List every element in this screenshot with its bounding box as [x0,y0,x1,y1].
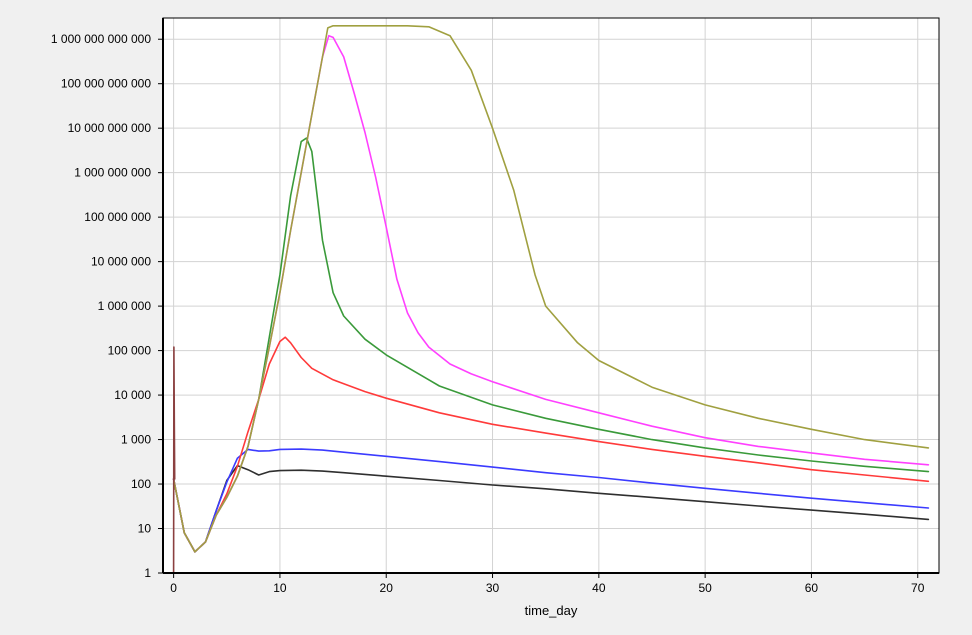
x-axis-ticks: 0 10 20 30 40 50 60 70 [170,573,925,595]
y-tick-label: 100 [131,477,151,491]
series-line-2 [172,448,930,553]
x-tick-label: 50 [698,581,712,595]
y-tick-label: 10 000 000 000 [68,121,152,135]
series-line-7 [172,346,176,574]
series-line-3 [172,336,930,553]
x-tick-label: 20 [380,581,394,595]
x-tick-label: 0 [170,581,177,595]
y-tick-label: 100 000 000 [84,210,151,224]
plot-area-background [163,18,939,573]
y-tick-label: 1 000 000 000 [74,166,151,180]
y-tick-label: 10 000 000 [91,255,151,269]
y-tick-label: 10 000 [114,388,151,402]
y-tick-label: 1 000 000 000 000 [51,32,151,46]
x-tick-label: 10 [273,581,287,595]
y-tick-label: 100 000 [108,344,152,358]
y-tick-label: 1 [144,566,151,580]
series-line-6 [172,24,930,553]
x-tick-label: 70 [911,581,925,595]
x-tick-label: 60 [805,581,819,595]
y-tick-label: 1 000 [121,433,151,447]
x-tick-label: 30 [486,581,500,595]
data-series-group [172,24,930,574]
y-axis-ticks: 1 10 100 1 000 10 000 100 000 1 000 000 10 000 … [51,32,163,580]
y-tick-label: 100 000 000 000 [61,77,151,91]
x-axis-title: time_day [525,603,578,618]
x-tick-label: 40 [592,581,606,595]
y-tick-label: 10 [138,522,152,536]
y-tick-label: 1 000 000 [98,299,152,313]
